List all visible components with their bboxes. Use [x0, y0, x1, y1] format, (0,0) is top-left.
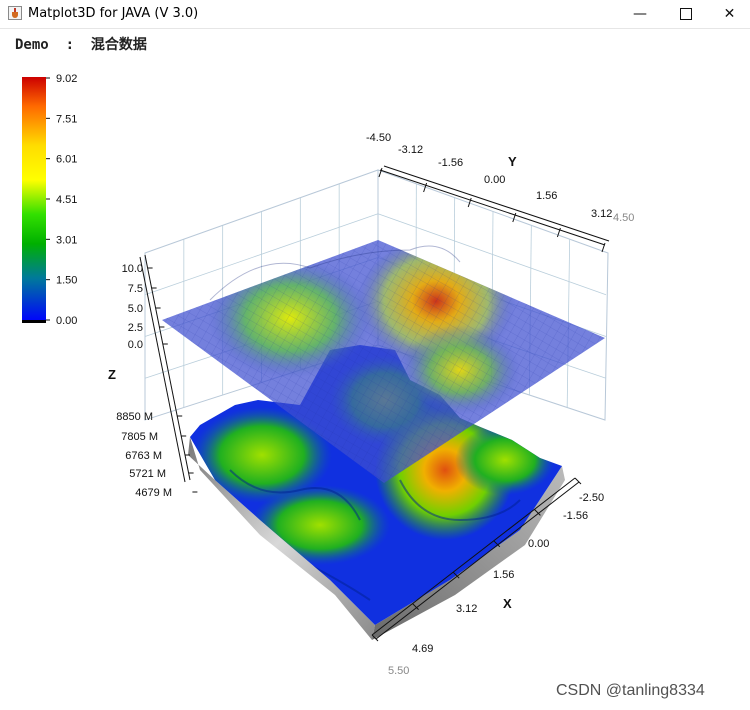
x-tick-label: 0.00 [528, 538, 549, 550]
x-tick-mark [452, 571, 460, 579]
colorbar-tick-label: 7.51 [56, 113, 77, 125]
wall-grid-line [377, 213, 607, 296]
x-tick-label: 1.56 [493, 569, 514, 581]
y-axis-line-outer [383, 165, 610, 242]
z-lower-tick-label: 4679 M [135, 487, 172, 499]
x-tick-label: -2.50 [579, 492, 604, 504]
terrain-skirt [188, 437, 565, 640]
colorbar-ticks: 9.02 7.51 6.01 4.51 3.01 1.50 0.00 [46, 73, 77, 327]
terrain-ridge-right [455, 425, 555, 495]
x-axis-label: X [503, 596, 512, 611]
x-tick-label: 3.12 [456, 603, 477, 615]
y-tick-mark [467, 197, 472, 208]
z-lower-tick-label: 8850 M [116, 411, 153, 423]
terrain-ridge-left [192, 407, 332, 503]
colorbar-tick-label: 4.51 [56, 194, 77, 206]
x-tick-label: -1.56 [563, 510, 588, 522]
z-lower-tick-label: 6763 M [125, 450, 162, 462]
colorbar-tick-label: 0.00 [56, 315, 77, 327]
z-axis-line-outer [139, 256, 186, 483]
colorbar-floor [22, 320, 46, 323]
x-tick-mark [534, 509, 541, 516]
z-axis-line [144, 254, 191, 481]
window-title: Matplot3D for JAVA (V 3.0) [28, 6, 199, 21]
maximize-button[interactable] [663, 0, 709, 28]
y-tick-mark [556, 227, 561, 238]
y-axis-line [379, 169, 606, 246]
colorbar-tick-label: 9.02 [56, 73, 77, 85]
y-tick-label: 0.00 [484, 174, 505, 186]
close-button[interactable]: ✕ [709, 0, 750, 28]
terrain-ridge-front [250, 485, 390, 565]
colorbar-tick-label: 1.50 [56, 275, 77, 287]
y-tick-label: 1.56 [536, 190, 557, 202]
maximize-icon [680, 8, 692, 20]
window-titlebar: Matplot3D for JAVA (V 3.0) — ✕ [0, 0, 750, 29]
x-tick-mark [493, 540, 501, 548]
z-lower-tick-label: 7805 M [121, 431, 158, 443]
terrain-skirt-right [372, 466, 565, 640]
colorbar-tick-label: 3.01 [56, 234, 77, 246]
terrain-skirt-left [188, 437, 375, 640]
minimize-icon: — [633, 6, 647, 22]
y-tick-mark [423, 182, 428, 193]
java-cup-icon[interactable] [8, 6, 22, 20]
axis-tick-labels: -4.50-3.12-1.560.001.563.12 4.50Y-2.50-1.… [108, 132, 634, 677]
y-tick-mark [378, 167, 383, 178]
z-axis-label: Z [108, 367, 116, 382]
x-axis-line [371, 477, 576, 636]
y-tick-mark [512, 212, 517, 223]
x-tick-label: 4.69 [412, 643, 433, 655]
x-tick-mark [412, 603, 419, 610]
axis-tick-marks [147, 167, 606, 642]
z-upper-tick-label: 5.0 [128, 303, 143, 315]
plot-title: Demo : 混合数据 [15, 37, 147, 53]
z-lower-tick-label: 5721 M [129, 468, 166, 480]
minimize-button[interactable]: — [617, 0, 663, 28]
close-icon: ✕ [723, 6, 736, 22]
colorbar-tick-label: 6.01 [56, 154, 77, 166]
y-tick-label: -3.12 [398, 144, 423, 156]
y-tick-mark [601, 242, 606, 253]
x-end-tick-label: 5.50 [388, 665, 409, 677]
y-axis-label: Y [508, 154, 517, 169]
x-tick-mark [371, 634, 379, 642]
y-end-tick-label: 4.50 [613, 212, 634, 224]
colorbar: 9.02 7.51 6.01 4.51 3.01 1.50 0.00 [22, 73, 77, 327]
axis-lines [139, 165, 610, 640]
z-upper-tick-label: 7.5 [128, 283, 143, 295]
watermark: CSDN @tanling8334 [556, 682, 705, 699]
y-tick-label: 3.12 [591, 208, 612, 220]
y-tick-label: -1.56 [438, 157, 463, 169]
x-tick-mark [574, 477, 582, 485]
wall-grid-line [144, 213, 379, 296]
z-upper-tick-label: 2.5 [128, 322, 143, 334]
x-axis-line-outer [375, 481, 580, 640]
z-upper-tick-label: 0.0 [128, 339, 143, 351]
y-tick-label: -4.50 [366, 132, 391, 144]
colorbar-gradient [22, 77, 46, 322]
z-upper-tick-label: 10.0 [122, 263, 143, 275]
